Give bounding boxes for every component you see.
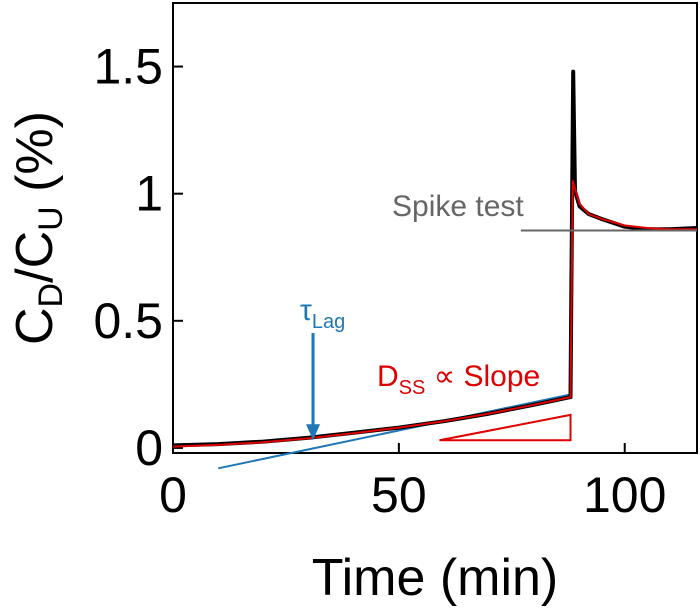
y-label-slash: /C: [6, 231, 64, 283]
slope-triangle: [439, 413, 572, 442]
dss-subscript: SS: [399, 377, 426, 399]
x-axis-label: Time (min): [312, 549, 559, 607]
y-label-sub1: D: [32, 283, 70, 308]
x-tick-label: 100: [583, 467, 666, 523]
x-tick-label: 50: [371, 467, 427, 523]
tau-lag-arrowhead: [306, 424, 321, 441]
y-label-sub2: U: [32, 206, 70, 231]
series-model-fit: [172, 180, 697, 448]
tau-symbol: τ: [300, 294, 312, 327]
tau-subscript: Lag: [312, 311, 345, 333]
y-tick-label: 1.5: [93, 39, 163, 95]
spike-test-label: Spike test: [392, 190, 524, 223]
dss-label: DSS ∝ Slope: [377, 360, 540, 399]
dss-base: D: [377, 360, 399, 393]
y-tick-label: 0.5: [93, 293, 163, 349]
y-axis-label: CD/CU (%): [6, 111, 70, 345]
series-linear-fit: [217, 393, 571, 470]
y-label-suffix: (%): [6, 111, 64, 206]
y-tick-label: 0: [135, 420, 163, 476]
tau-lag-label: τLag: [300, 294, 345, 333]
y-label-base: C: [6, 307, 64, 345]
dss-rest: ∝ Slope: [425, 360, 540, 393]
x-tick-label: 0: [159, 467, 187, 523]
y-tick-label: 1: [135, 166, 163, 222]
